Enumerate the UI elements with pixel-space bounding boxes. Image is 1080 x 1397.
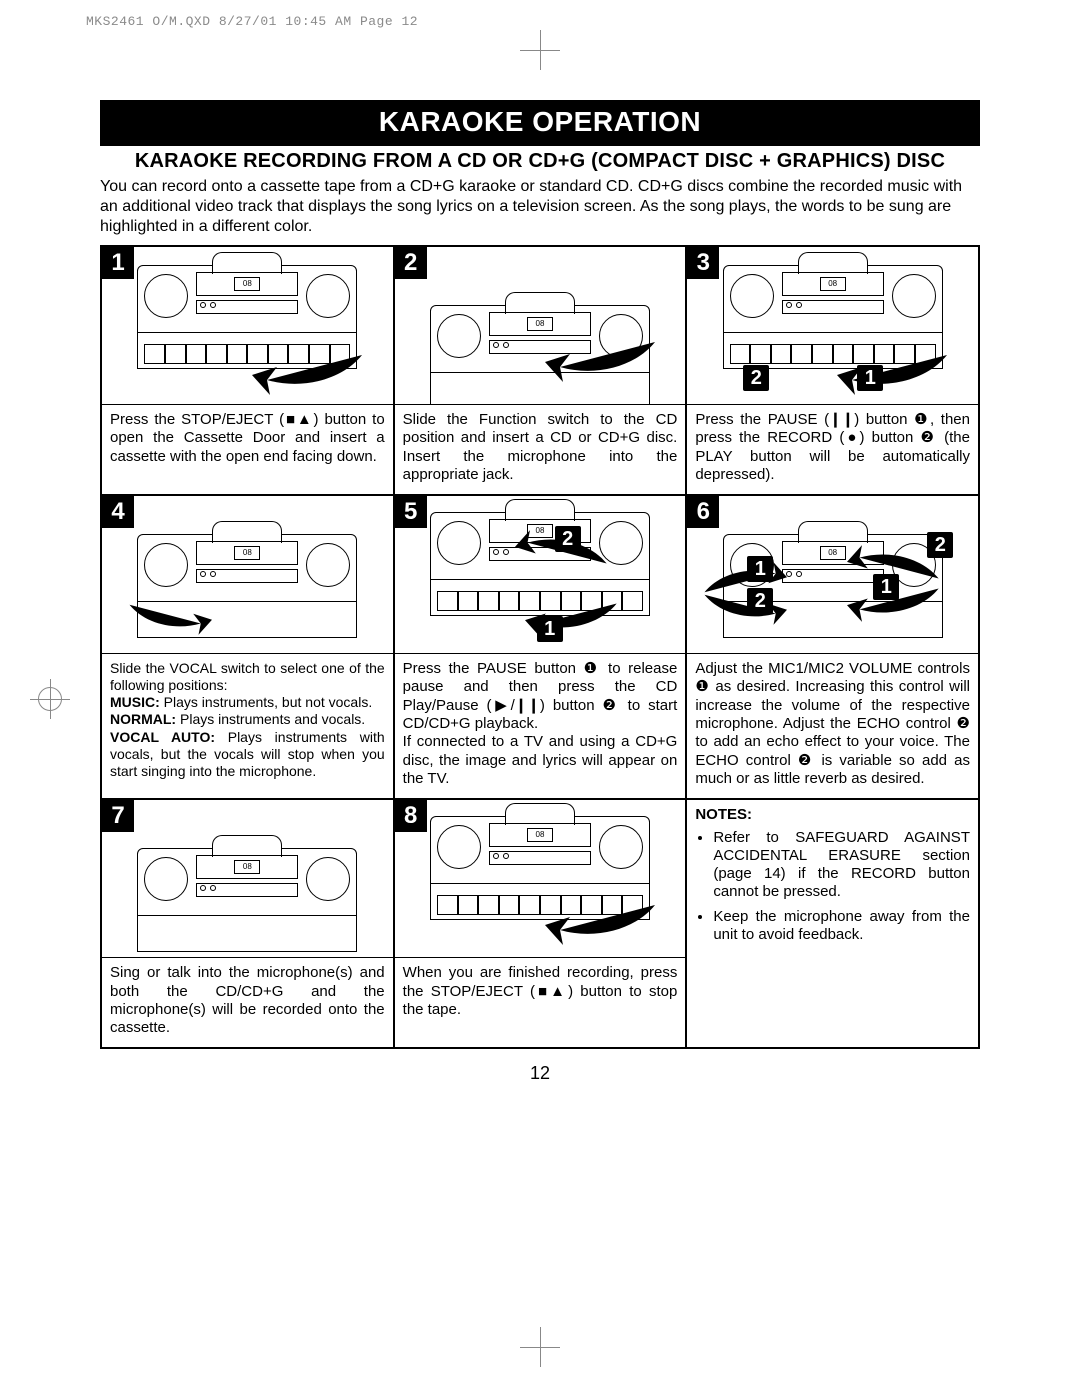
page-header-meta: MKS2461 O/M.QXD 8/27/01 10:45 AM Page 12 — [86, 14, 418, 29]
pause-icon: ❙❙ — [829, 411, 854, 428]
callout-2: 2 — [927, 532, 953, 558]
notes-content: NOTES: Refer to SAFEGUARD AGAINST ACCIDE… — [687, 800, 978, 960]
note-2: Keep the microphone away from the unit t… — [713, 908, 970, 945]
text: ) button — [854, 411, 914, 428]
text: Press the PAUSE ( — [695, 411, 829, 428]
step-4: 4 08 Slide the VOCAL switch to select on… — [101, 495, 394, 799]
callout-1: 1 — [747, 556, 773, 582]
step-8-caption: When you are finished recording, press t… — [395, 958, 686, 1029]
circled-2-icon: ❷ — [798, 752, 814, 769]
step-1-figure: 1 08 — [102, 247, 393, 405]
step-5-caption: Press the PAUSE button ❶ to release paus… — [395, 654, 686, 798]
pointer-arrow — [545, 332, 665, 382]
step-1-caption: Press the STOP/EJECT (■▲) button to open… — [102, 405, 393, 476]
circled-1-icon: ❶ — [695, 678, 710, 695]
step-8-figure: 8 08 — [395, 800, 686, 958]
pointer-arrow — [837, 345, 957, 395]
step-1-badge: 1 — [102, 247, 134, 279]
step-4-badge: 4 — [102, 496, 134, 528]
step-6-figure: 6 08 1 2 1 2 — [687, 496, 978, 654]
step-8: 8 08 When you are finished recording, pr… — [394, 799, 687, 1048]
notes-heading: NOTES: — [695, 806, 752, 823]
step-8-badge: 8 — [395, 800, 427, 832]
step-3-caption: Press the PAUSE (❙❙) button ❶, then pres… — [687, 405, 978, 494]
pointer-arrow — [122, 591, 212, 641]
callout-1b: 1 — [873, 574, 899, 600]
step-1: 1 08 Press the STOP/EJECT (■▲) button to… — [101, 246, 394, 495]
step-7-badge: 7 — [102, 800, 134, 832]
play-pause-icon: ▶/❙❙ — [491, 697, 539, 714]
step-7-caption: Sing or talk into the microphone(s) and … — [102, 958, 393, 1047]
step-3: 3 08 2 1 Press the PAUSE (❙❙) button ❶, … — [686, 246, 979, 495]
crop-mark-top — [520, 30, 560, 70]
text: as desired. Increasing this control will… — [695, 678, 970, 732]
circled-2-icon: ❷ — [603, 697, 620, 714]
step-7: 7 08 Sing or talk into the microphone(s)… — [101, 799, 394, 1048]
pointer-arrow — [252, 345, 372, 395]
crop-mark-bottom — [520, 1327, 560, 1367]
callout-1: 1 — [857, 365, 883, 391]
step-2: 2 08 Slide the Function switch to the CD… — [394, 246, 687, 495]
page-title: KARAOKE OPERATION — [100, 100, 980, 146]
step-3-figure: 3 08 2 1 — [687, 247, 978, 405]
callout-2: 2 — [743, 365, 769, 391]
device-illustration: 08 — [137, 848, 357, 952]
text: Plays instruments and vocals. — [176, 711, 365, 727]
step-5-figure: 5 08 2 1 — [395, 496, 686, 654]
text: ) button — [540, 697, 603, 714]
step-2-caption: Slide the Function switch to the CD posi… — [395, 405, 686, 494]
stop-eject-icon: ■▲ — [284, 411, 313, 428]
step-4-figure: 4 08 — [102, 496, 393, 654]
text: Slide the VOCAL switch to select one of … — [110, 660, 385, 693]
text: Plays instruments, but not vocals. — [160, 694, 372, 710]
page-content: KARAOKE OPERATION KARAOKE RECORDING FROM… — [100, 100, 980, 1084]
step-6-caption: Adjust the MIC1/MIC2 VOLUME controls ❶ a… — [687, 654, 978, 798]
step-3-badge: 3 — [687, 247, 719, 279]
section-heading: KARAOKE RECORDING FROM A CD OR CD+G (COM… — [100, 150, 980, 173]
steps-grid: 1 08 Press the STOP/EJECT (■▲) button to… — [100, 245, 980, 1049]
text: If connected to a TV and using a CD+G di… — [403, 733, 678, 787]
step-7-figure: 7 08 — [102, 800, 393, 958]
callout-1: 1 — [537, 616, 563, 642]
text: Adjust the MIC1/MIC2 VOLUME controls — [695, 660, 970, 677]
page-number: 12 — [100, 1063, 980, 1084]
circled-2-icon: ❷ — [957, 715, 970, 732]
intro-paragraph: You can record onto a cassette tape from… — [100, 177, 980, 237]
crop-mark-left — [30, 679, 70, 719]
text: Press the PAUSE button — [403, 660, 584, 677]
circled-1-icon: ❶ — [914, 411, 930, 428]
record-icon: ● — [844, 429, 859, 446]
step-6: 6 08 1 2 1 2 — [686, 495, 979, 799]
label-music: MUSIC: — [110, 694, 160, 710]
callout-2: 2 — [555, 526, 581, 552]
circled-1-icon: ❶ — [584, 660, 601, 677]
note-1: Refer to SAFEGUARD AGAINST ACCIDENTAL ER… — [713, 829, 970, 902]
stop-eject-icon: ■▲ — [535, 983, 568, 1000]
pointer-arrow — [697, 581, 787, 631]
callout-2b: 2 — [747, 588, 773, 614]
step-5: 5 08 2 1 Press the PAUSE button ❶ to rel… — [394, 495, 687, 799]
pointer-arrow — [545, 895, 665, 945]
step-2-badge: 2 — [395, 247, 427, 279]
step-4-caption: Slide the VOCAL switch to select one of … — [102, 654, 393, 790]
text: ) button — [859, 429, 920, 446]
step-2-figure: 2 08 — [395, 247, 686, 405]
label-vocal-auto: VOCAL AUTO: — [110, 729, 215, 745]
circled-2-icon: ❷ — [921, 429, 937, 446]
label-normal: NORMAL: — [110, 711, 176, 727]
text: Press the STOP/EJECT ( — [110, 411, 284, 428]
step-6-badge: 6 — [687, 496, 719, 528]
step-5-badge: 5 — [395, 496, 427, 528]
notes-cell: NOTES: Refer to SAFEGUARD AGAINST ACCIDE… — [686, 799, 979, 1048]
